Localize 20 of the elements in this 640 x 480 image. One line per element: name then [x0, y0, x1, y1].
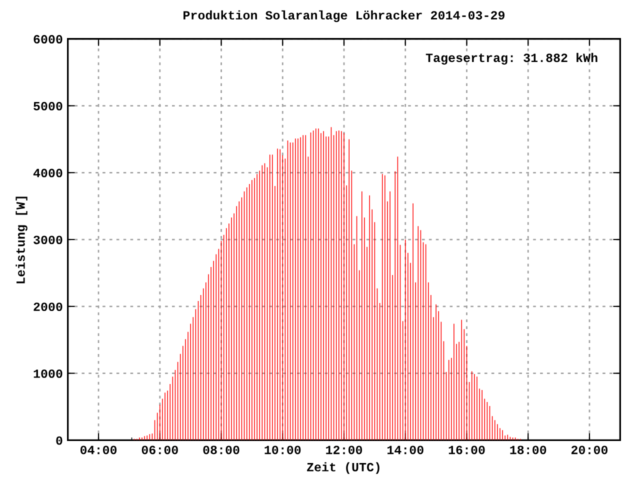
y-tick-label: 3000 — [34, 236, 62, 244]
y-tick-label: 0 — [56, 436, 62, 445]
y-axis-title: Leistung [W] — [16, 196, 28, 284]
y-tick-label: 6000 — [34, 35, 62, 44]
x-tick-label: 04:00 — [80, 446, 117, 454]
chart-title: Produktion Solaranlage Löhracker 2014-03-29 — [184, 10, 505, 22]
y-tick-label: 1000 — [34, 369, 62, 378]
x-axis-title: Zeit (UTC) — [307, 462, 380, 474]
x-tick-label: 18:00 — [510, 446, 546, 454]
x-tick-label: 12:00 — [326, 446, 362, 454]
x-tick-label: 10:00 — [264, 446, 301, 454]
x-tick-label: 08:00 — [203, 446, 240, 454]
x-tick-label: 14:00 — [387, 446, 424, 454]
y-tick-label: 5000 — [34, 102, 62, 110]
x-tick-label: 20:00 — [571, 446, 608, 454]
x-tick-label: 16:00 — [448, 446, 485, 454]
x-tick-label: 06:00 — [142, 446, 178, 454]
annotation: Tagesertrag: 31.882 kWh — [426, 52, 598, 65]
y-tick-label: 2000 — [34, 302, 62, 312]
y-tick-label: 4000 — [33, 168, 62, 178]
